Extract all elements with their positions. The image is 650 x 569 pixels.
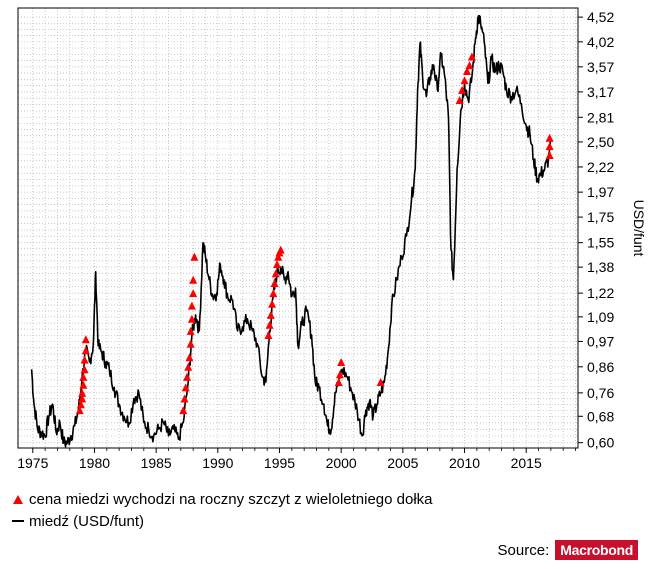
legend-item-markers: cena miedzi wychodzi na roczny szczyt z …: [12, 488, 433, 510]
legend-label-markers: cena miedzi wychodzi na roczny szczyt z …: [29, 490, 433, 508]
peak-marker: [465, 61, 474, 70]
x-tick-label: 2000: [326, 455, 357, 471]
plot-background: [18, 8, 578, 448]
peak-marker: [189, 289, 198, 298]
peak-marker: [182, 372, 191, 381]
peak-marker: [462, 67, 471, 76]
peak-marker: [81, 346, 90, 355]
peak-marker: [458, 85, 467, 94]
y-axis: 0,60 0,68 0,76 0,86 0,97 1,09 1,22 1,38 1,55 1,75…: [578, 9, 614, 451]
x-tick-label: 1995: [264, 455, 295, 471]
peak-markers: [75, 52, 554, 415]
peak-marker: [184, 362, 193, 371]
plot-frame: [17, 7, 579, 449]
peak-marker: [545, 142, 554, 151]
legend: cena miedzi wychodzi na roczny szczyt z …: [12, 488, 433, 532]
y-tick-label: 1,75: [587, 209, 614, 225]
peak-marker: [187, 301, 196, 310]
peak-marker: [187, 314, 196, 323]
x-tick-label: 1980: [79, 455, 110, 471]
x-axis: 1975 1980 1985 1990 1995 2000 2005 2010 2015: [17, 448, 576, 471]
peak-marker: [545, 133, 554, 142]
legend-item-line: miedź (USD/funt): [12, 510, 433, 532]
line-icon: [12, 520, 24, 522]
y-tick-label: 2,81: [587, 109, 614, 125]
peak-marker: [268, 299, 277, 308]
x-tick-label: 1990: [202, 455, 233, 471]
peak-marker: [266, 310, 275, 319]
peak-marker: [270, 278, 279, 287]
copper-price-line: [30, 14, 552, 448]
peak-marker: [545, 150, 554, 159]
y-tick-label: 0,60: [587, 435, 614, 451]
y-axis-title: USD/funt: [631, 200, 647, 257]
y-tick-label: 1,09: [587, 309, 614, 325]
peak-marker: [376, 378, 385, 387]
peak-marker: [80, 365, 89, 374]
peak-marker: [75, 406, 84, 415]
peak-marker: [181, 383, 190, 392]
y-tick-label: 2,50: [587, 134, 614, 150]
peak-marker: [335, 370, 344, 379]
peak-marker: [271, 269, 280, 278]
peak-marker: [81, 335, 90, 344]
peak-marker: [190, 252, 199, 261]
peak-marker: [265, 320, 274, 329]
peak-marker: [186, 339, 195, 348]
y-tick-label: 0,97: [587, 333, 614, 349]
legend-label-line: miedź (USD/funt): [29, 512, 145, 530]
peak-marker: [273, 260, 282, 269]
y-tick-label: 1,38: [587, 259, 614, 275]
y-tick-label: 2,22: [587, 159, 614, 175]
peak-marker: [460, 76, 469, 85]
y-tick-label: 3,17: [587, 84, 614, 100]
peak-marker: [78, 394, 87, 403]
peak-marker: [264, 331, 273, 340]
peak-marker: [76, 400, 85, 409]
y-tick-label: 1,22: [587, 285, 614, 301]
macrobond-logo: Macrobond: [555, 540, 638, 560]
y-tick-label: 1,55: [587, 235, 614, 251]
x-tick-label: 1975: [17, 455, 48, 471]
y-tick-label: 0,76: [587, 385, 614, 401]
y-tick-label: 4,02: [587, 34, 614, 50]
peak-marker: [78, 388, 87, 397]
grid-lines: [18, 8, 578, 448]
red-triangle-icon: [13, 494, 23, 504]
x-tick-label: 2010: [449, 455, 480, 471]
peak-marker: [79, 372, 88, 381]
y-tick-label: 0,68: [587, 408, 614, 424]
peak-marker: [276, 245, 285, 254]
peak-marker: [179, 406, 188, 415]
x-tick-label: 2015: [511, 455, 542, 471]
peak-marker: [185, 353, 194, 362]
y-tick-label: 4,52: [587, 9, 614, 25]
x-tick-label: 1985: [141, 455, 172, 471]
peak-marker: [180, 394, 189, 403]
peak-marker: [80, 355, 89, 364]
peak-marker: [186, 326, 195, 335]
y-tick-label: 0,86: [587, 359, 614, 375]
peak-marker: [467, 52, 476, 61]
peak-marker: [269, 289, 278, 298]
peak-marker: [189, 275, 198, 284]
y-tick-label: 1,97: [587, 184, 614, 200]
x-tick-label: 2005: [387, 455, 418, 471]
y-tick-label: 3,57: [587, 59, 614, 75]
peak-marker: [274, 252, 283, 261]
peak-marker: [79, 380, 88, 389]
peak-marker: [455, 96, 464, 105]
peak-marker: [334, 378, 343, 387]
chart-svg: 1975 1980 1985 1990 1995 2000 2005 2010 2015 0,6…: [17, 7, 647, 471]
source-attribution: Source: Macrobond: [498, 540, 638, 560]
source-label: Source:: [497, 541, 550, 559]
peak-marker: [337, 357, 346, 366]
